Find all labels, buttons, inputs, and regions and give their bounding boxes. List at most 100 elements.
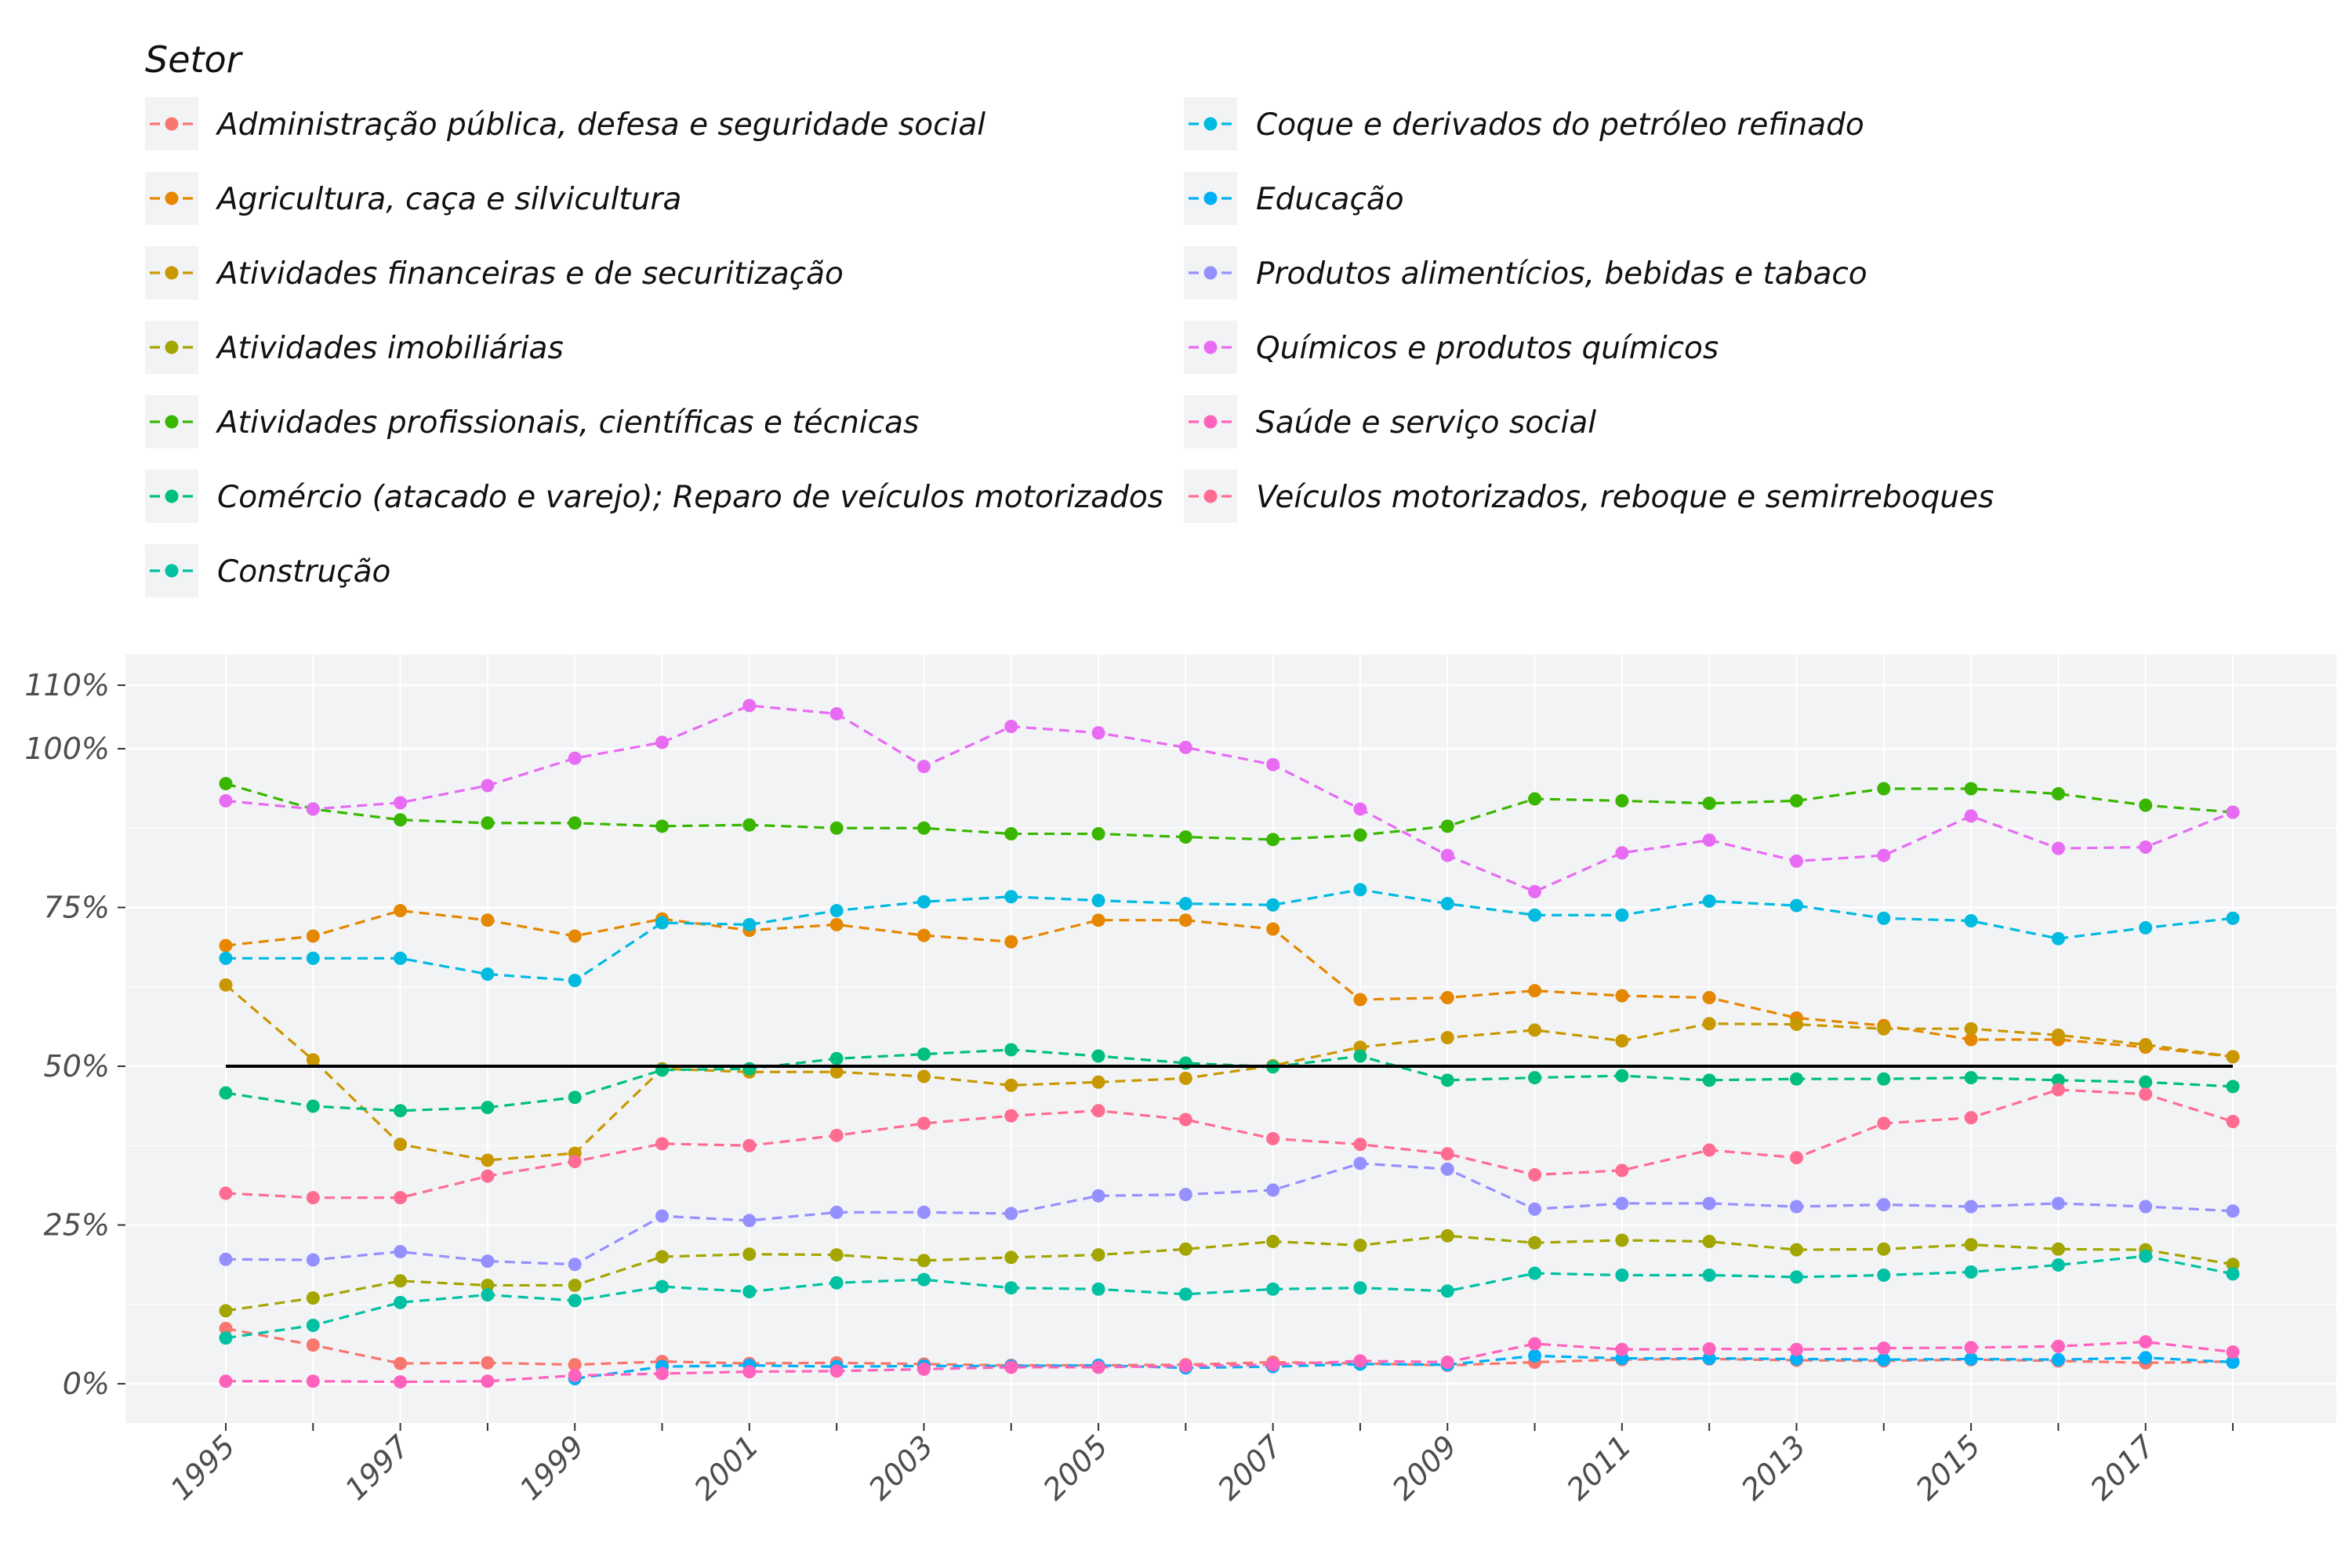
series-produtos-alimenticios-bebidas-e-tabaco: [219, 1156, 2240, 1272]
data-point: [829, 1128, 844, 1142]
data-point: [1789, 1352, 1803, 1366]
data-point: [1266, 1235, 1280, 1249]
data-point: [1004, 1360, 1018, 1374]
y-tick-label: 0%: [63, 1367, 110, 1401]
legend-key-point: [165, 489, 179, 503]
series-line: [226, 1340, 2234, 1384]
data-point: [916, 1116, 931, 1131]
data-point: [1702, 1143, 1716, 1157]
data-point: [1877, 911, 1891, 925]
data-point: [1964, 1071, 1978, 1085]
data-point: [1091, 726, 1105, 740]
y-tick-label: 50%: [44, 1049, 110, 1083]
data-point: [1528, 1202, 1542, 1216]
data-point: [219, 938, 233, 953]
data-point: [306, 1318, 320, 1332]
data-point: [568, 1155, 582, 1168]
data-point: [829, 1248, 844, 1262]
data-point: [1440, 1284, 1454, 1298]
major-gridlines: [125, 655, 2336, 1423]
data-point: [2139, 1087, 2153, 1102]
data-point: [916, 1254, 931, 1268]
legend-label: Atividades profissionais, científicas e …: [215, 405, 919, 441]
data-point: [568, 1278, 582, 1292]
data-point: [1440, 848, 1454, 862]
x-tick-label: 2009: [1385, 1428, 1464, 1507]
data-point: [1528, 1348, 1542, 1363]
x-tick-label: 2017: [2084, 1428, 2162, 1507]
data-point: [306, 1053, 320, 1067]
data-point: [655, 1137, 670, 1151]
data-point: [1877, 1242, 1891, 1256]
data-point: [742, 1138, 757, 1152]
data-point: [481, 1374, 495, 1388]
data-point: [219, 1086, 233, 1100]
data-point: [568, 751, 582, 765]
data-point: [394, 813, 408, 827]
data-point: [1964, 1341, 1978, 1355]
data-point: [1266, 898, 1280, 912]
data-point: [1789, 1200, 1803, 1214]
data-point: [1528, 1266, 1542, 1280]
data-point: [1266, 1358, 1280, 1372]
data-point: [394, 1191, 408, 1205]
data-point: [1353, 1138, 1367, 1152]
legend-label: Construção: [217, 554, 390, 590]
series-atividades-imobiliarias: [219, 1229, 2240, 1318]
data-point: [2051, 787, 2065, 801]
series-line: [225, 1254, 2234, 1340]
series-construcao: [219, 1249, 2240, 1345]
data-point: [306, 1191, 320, 1205]
data-point: [829, 1364, 844, 1378]
data-point: [481, 1288, 495, 1302]
data-point: [742, 818, 757, 832]
data-point: [219, 951, 233, 965]
data-point: [1615, 846, 1629, 860]
data-point: [1789, 898, 1803, 913]
data-point: [1440, 819, 1454, 833]
legend-label: Produtos alimentícios, bebidas e tabaco: [1256, 256, 1867, 292]
data-point: [1964, 1238, 1978, 1252]
data-point: [306, 929, 320, 943]
data-point: [2051, 1242, 2065, 1256]
legend-key-point: [165, 415, 179, 429]
data-point: [394, 1274, 408, 1288]
data-point: [916, 821, 931, 835]
data-point: [1440, 991, 1454, 1005]
data-point: [2226, 1267, 2240, 1281]
data-point: [481, 1356, 495, 1370]
legend-key-point: [1203, 415, 1218, 429]
data-point: [1091, 827, 1105, 841]
legend-label: Saúde e serviço social: [1256, 405, 1596, 441]
data-point: [1615, 1342, 1629, 1356]
data-point: [742, 1247, 757, 1261]
data-point: [1266, 1183, 1280, 1197]
data-point: [1877, 848, 1891, 862]
data-point: [481, 816, 495, 830]
legend-label: Coque e derivados do petróleo refinado: [1256, 107, 1864, 143]
legend-item-agricultura-caca-e-silvicultura: Agricultura, caça e silvicultura: [145, 172, 681, 225]
data-point: [1702, 1235, 1716, 1249]
data-point: [829, 1051, 844, 1065]
data-point: [2226, 1204, 2240, 1218]
data-point: [2226, 911, 2240, 925]
legend-item-construcao: Construção: [145, 544, 390, 597]
data-point: [742, 1214, 757, 1228]
data-point: [1178, 1188, 1192, 1202]
data-point: [2051, 1073, 2065, 1087]
data-point: [219, 1374, 233, 1388]
data-point: [1877, 1072, 1891, 1086]
data-point: [2139, 1249, 2153, 1263]
series-line: [225, 782, 2234, 841]
data-point: [1615, 1196, 1629, 1210]
data-point: [1702, 1352, 1716, 1366]
data-point: [829, 904, 844, 918]
data-point: [1789, 1342, 1803, 1356]
series-coque-e-derivados-do-petroleo-refinado: [219, 883, 2240, 988]
x-tick-label: 2003: [862, 1428, 940, 1507]
legend-key-point: [1203, 340, 1218, 354]
data-point: [1091, 1360, 1105, 1374]
data-point: [1964, 1022, 1978, 1036]
data-point: [1702, 833, 1716, 848]
data-point: [1702, 797, 1716, 811]
